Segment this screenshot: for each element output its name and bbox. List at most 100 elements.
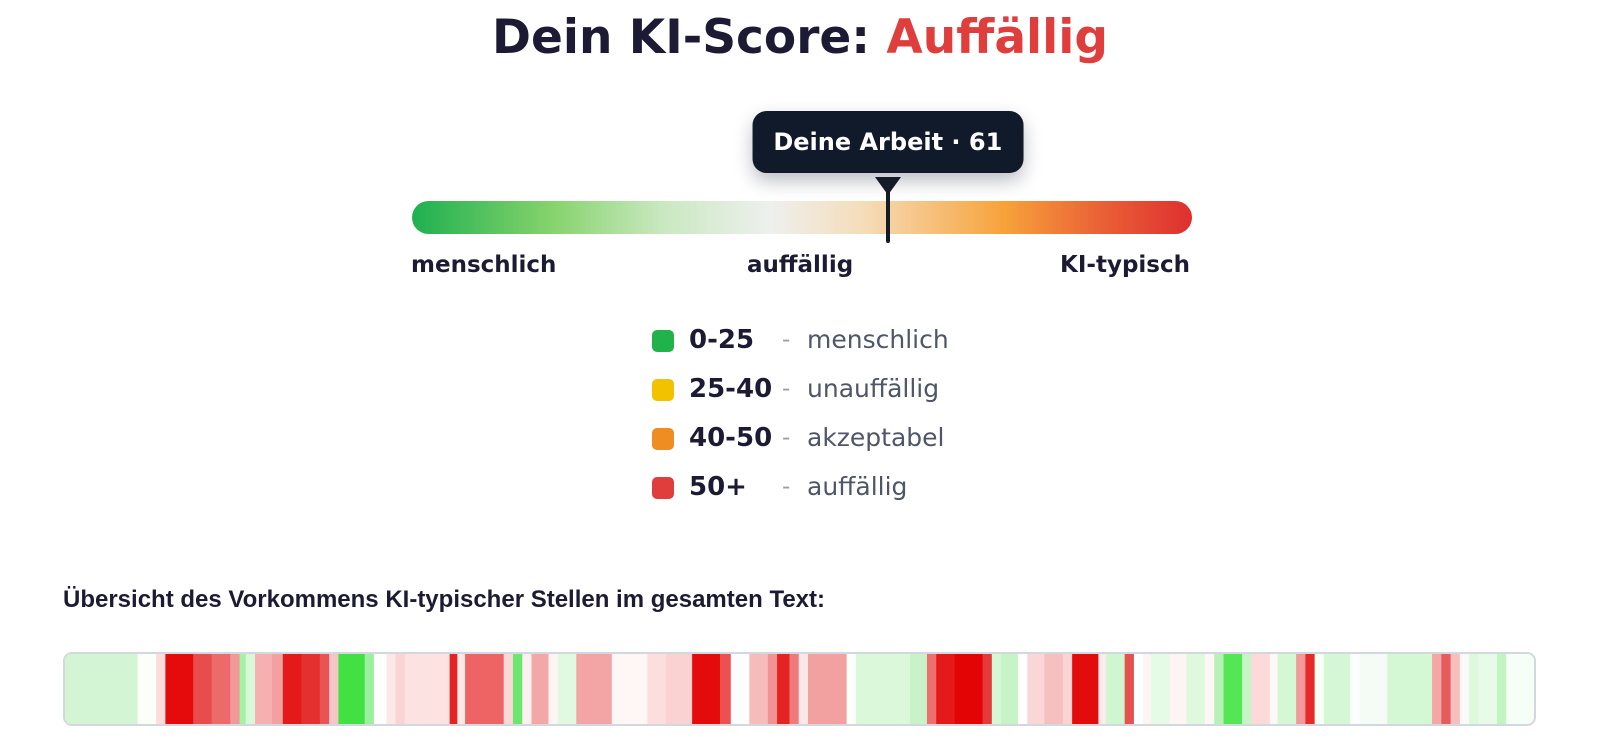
heatstrip-segment-26[interactable]	[522, 654, 533, 724]
heatstrip-segment-63[interactable]	[1169, 654, 1188, 724]
heatstrip-segment-5[interactable]	[211, 654, 231, 724]
heatstrip-segment-68[interactable]	[1242, 654, 1252, 724]
heatstrip-segment-62[interactable]	[1150, 654, 1171, 724]
heatstrip-segment-39[interactable]	[777, 654, 791, 724]
legend-swatch	[652, 330, 674, 352]
heatstrip-segment-43[interactable]	[846, 654, 857, 724]
score-gauge-bar	[412, 201, 1192, 234]
heatstrip-segment-52[interactable]	[1018, 654, 1028, 724]
heatstrip-segment-41[interactable]	[798, 654, 809, 724]
heatstrip-segment-23[interactable]	[465, 654, 505, 724]
heatstrip-segment-46[interactable]	[926, 654, 937, 724]
heatstrip-segment-72[interactable]	[1296, 654, 1306, 724]
heatstrip-segment-71[interactable]	[1277, 654, 1297, 724]
heatstrip-segment-77[interactable]	[1359, 654, 1388, 724]
heatstrip-segment-61[interactable]	[1143, 654, 1152, 724]
heatstrip-segment-15[interactable]	[338, 654, 366, 724]
heatstrip-segment-19[interactable]	[395, 654, 406, 724]
heatstrip-segment-82[interactable]	[1459, 654, 1470, 724]
heatstrip-segment-17[interactable]	[373, 654, 387, 724]
heatstrip-segment-84[interactable]	[1478, 654, 1498, 724]
marker-line	[885, 189, 890, 243]
heatstrip-segment-27[interactable]	[531, 654, 550, 724]
heatstrip-segment-64[interactable]	[1186, 654, 1206, 724]
gauge-label-ai-typical: KI-typisch	[1060, 252, 1190, 278]
heatstrip-segment-1[interactable]	[137, 654, 157, 724]
heatstrip-segment-8[interactable]	[245, 654, 256, 724]
heatstrip-segment-18[interactable]	[386, 654, 397, 724]
heatstrip-segment-22[interactable]	[457, 654, 466, 724]
heatstrip-segment-51[interactable]	[1001, 654, 1019, 724]
heatstrip-segment-58[interactable]	[1106, 654, 1126, 724]
legend-label: akzeptabel	[807, 423, 945, 452]
heatstrip-segment-33[interactable]	[665, 654, 693, 724]
heatstrip-segment-21[interactable]	[449, 654, 458, 724]
heatstrip-segment-28[interactable]	[548, 654, 559, 724]
heatstrip-segment-11[interactable]	[282, 654, 302, 724]
heatstrip-segment-16[interactable]	[364, 654, 375, 724]
heatstrip-segment-74[interactable]	[1314, 654, 1325, 724]
heatstrip-segment-56[interactable]	[1072, 654, 1099, 724]
heatstrip-segment-50[interactable]	[991, 654, 1002, 724]
heatstrip-segment-7[interactable]	[239, 654, 247, 724]
heatstrip-segment-57[interactable]	[1098, 654, 1107, 724]
heatstrip-segment-47[interactable]	[936, 654, 956, 724]
heatstrip-segment-6[interactable]	[230, 654, 241, 724]
heatstrip-segment-79[interactable]	[1432, 654, 1442, 724]
heatstrip-segment-59[interactable]	[1124, 654, 1135, 724]
legend-separator: -	[782, 474, 791, 500]
heatstrip-segment-29[interactable]	[557, 654, 577, 724]
heatstrip-segment-30[interactable]	[576, 654, 613, 724]
ai-occurrence-heatstrip[interactable]	[63, 652, 1536, 726]
heatstrip-segment-40[interactable]	[789, 654, 800, 724]
heatstrip-segment-20[interactable]	[404, 654, 451, 724]
heatstrip-segment-44[interactable]	[855, 654, 911, 724]
legend-swatch	[652, 428, 674, 450]
heatstrip-canvas	[65, 654, 1534, 724]
heatstrip-segment-35[interactable]	[719, 654, 732, 724]
heatstrip-segment-81[interactable]	[1450, 654, 1461, 724]
heatstrip-segment-70[interactable]	[1269, 654, 1279, 724]
heatstrip-segment-12[interactable]	[301, 654, 321, 724]
heatstrip-segment-55[interactable]	[1062, 654, 1073, 724]
heatstrip-segment-67[interactable]	[1223, 654, 1243, 724]
heatstrip-segment-83[interactable]	[1469, 654, 1479, 724]
heatstrip-segment-42[interactable]	[808, 654, 848, 724]
heatstrip-segment-36[interactable]	[730, 654, 750, 724]
heatstrip-segment-69[interactable]	[1251, 654, 1271, 724]
heatstrip-segment-85[interactable]	[1496, 654, 1507, 724]
heatstrip-segment-9[interactable]	[255, 654, 273, 724]
heatstrip-segment-0[interactable]	[65, 654, 139, 724]
score-marker-tooltip: Deine Arbeit · 61	[752, 111, 1024, 173]
heatstrip-segment-24[interactable]	[503, 654, 514, 724]
heatstrip-segment-13[interactable]	[319, 654, 330, 724]
heatstrip-segment-65[interactable]	[1204, 654, 1215, 724]
heatstrip-segment-3[interactable]	[165, 654, 194, 724]
legend-label: menschlich	[807, 325, 949, 354]
heatstrip-segment-25[interactable]	[512, 654, 523, 724]
legend-range: 50+	[689, 472, 747, 502]
heatstrip-segment-31[interactable]	[611, 654, 648, 724]
heatstrip-segment-78[interactable]	[1387, 654, 1433, 724]
heatstrip-segment-10[interactable]	[271, 654, 284, 724]
heatstrip-segment-60[interactable]	[1133, 654, 1144, 724]
legend-swatch	[652, 379, 674, 401]
heatstrip-segment-49[interactable]	[982, 654, 993, 724]
heatstrip-segment-80[interactable]	[1441, 654, 1452, 724]
heatstrip-segment-32[interactable]	[647, 654, 667, 724]
heatstrip-segment-37[interactable]	[749, 654, 769, 724]
heatstrip-segment-4[interactable]	[193, 654, 213, 724]
heatstrip-segment-14[interactable]	[329, 654, 340, 724]
heatstrip-segment-76[interactable]	[1350, 654, 1361, 724]
heatstrip-segment-53[interactable]	[1027, 654, 1045, 724]
heatstrip-segment-66[interactable]	[1214, 654, 1225, 724]
heatstrip-segment-38[interactable]	[767, 654, 778, 724]
heatstrip-segment-2[interactable]	[156, 654, 167, 724]
heatstrip-segment-73[interactable]	[1305, 654, 1316, 724]
heatstrip-segment-54[interactable]	[1044, 654, 1064, 724]
heatstrip-segment-75[interactable]	[1323, 654, 1351, 724]
heatstrip-segment-86[interactable]	[1506, 654, 1534, 724]
heatstrip-segment-48[interactable]	[954, 654, 984, 724]
heatstrip-segment-34[interactable]	[692, 654, 721, 724]
heatstrip-segment-45[interactable]	[909, 654, 928, 724]
